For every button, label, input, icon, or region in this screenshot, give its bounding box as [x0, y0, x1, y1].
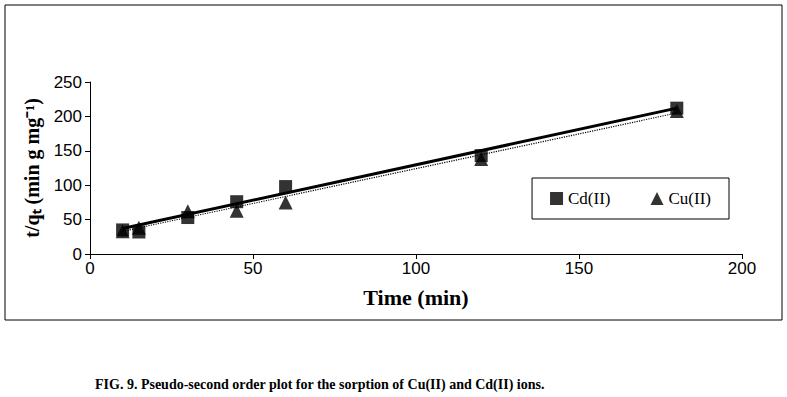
svg-text:150: 150	[54, 141, 82, 160]
svg-text:Cd(II): Cd(II)	[568, 189, 610, 208]
svg-text:250: 250	[54, 73, 82, 92]
svg-text:100: 100	[54, 176, 82, 195]
svg-text:200: 200	[54, 107, 82, 126]
svg-text:t/qₜ (min g mg⁻¹): t/qₜ (min g mg⁻¹)	[21, 98, 44, 238]
svg-text:50: 50	[244, 259, 263, 278]
svg-text:100: 100	[402, 259, 430, 278]
svg-text:Cu(II): Cu(II)	[669, 189, 711, 208]
svg-text:0: 0	[85, 259, 94, 278]
svg-text:Time (min): Time (min)	[363, 285, 468, 310]
svg-text:200: 200	[728, 259, 756, 278]
svg-text:50: 50	[63, 210, 82, 229]
svg-text:FIG. 9. Pseudo-second order pl: FIG. 9. Pseudo-second order plot for the…	[95, 377, 544, 393]
svg-text:0: 0	[73, 245, 82, 264]
svg-text:150: 150	[565, 259, 593, 278]
